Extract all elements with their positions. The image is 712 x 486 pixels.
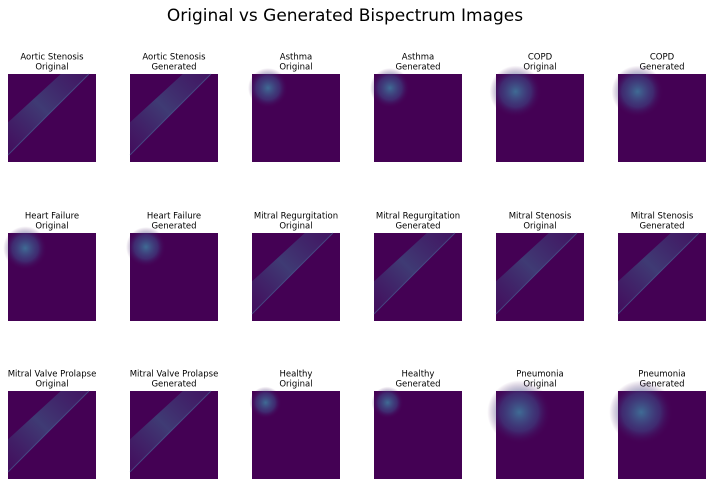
- image-texture: [7, 73, 90, 156]
- panel-title: Mitral Valve Prolapse: [130, 370, 219, 380]
- bispectrum-image: [617, 232, 706, 321]
- panel-subtitle: Generated: [395, 63, 440, 73]
- panel-subtitle: Original: [523, 63, 556, 73]
- bispectrum-image: [611, 65, 706, 162]
- bispectrum-image: [371, 386, 462, 479]
- panel-title: Mitral Regurgitation: [254, 212, 338, 222]
- panel-title: COPD: [528, 53, 553, 63]
- bispectrum-image: [373, 232, 462, 321]
- image-texture: [489, 65, 542, 118]
- bispectrum-image: [126, 227, 218, 321]
- bispectrum-image: [7, 73, 96, 162]
- panel-title: Asthma: [280, 53, 312, 63]
- panel-subtitle: Original: [523, 222, 556, 232]
- panel-subtitle: Original: [279, 222, 312, 232]
- image-texture: [126, 227, 166, 267]
- bispectrum-image: [489, 65, 584, 162]
- image-texture: [251, 232, 334, 315]
- image-texture: [495, 232, 578, 315]
- panel-title: Mitral Stenosis: [509, 212, 572, 222]
- bispectrum-image: [249, 386, 340, 479]
- panel-subtitle: Original: [35, 380, 68, 390]
- panel-title: Asthma: [402, 53, 434, 63]
- panel-subtitle: Original: [279, 380, 312, 390]
- bispectrum-image: [370, 68, 462, 162]
- image-texture: [129, 390, 212, 473]
- panel-title: Healthy: [280, 370, 313, 380]
- panel-title: Aortic Stenosis: [20, 53, 84, 63]
- bispectrum-image: [3, 226, 96, 321]
- panel-subtitle: Original: [35, 63, 68, 73]
- image-texture: [487, 380, 552, 445]
- panel-title: COPD: [650, 53, 675, 63]
- image-texture: [249, 386, 282, 419]
- bispectrum-image: [129, 73, 218, 162]
- bispectrum-image: [609, 380, 706, 479]
- image-texture: [373, 232, 456, 315]
- panel-subtitle: Generated: [639, 222, 684, 232]
- panel-subtitle: Generated: [151, 63, 196, 73]
- panel-subtitle: Original: [35, 222, 68, 232]
- panel-subtitle: Generated: [639, 63, 684, 73]
- panel-subtitle: Generated: [395, 222, 440, 232]
- bispectrum-image: [495, 232, 584, 321]
- panel-title: Healthy: [402, 370, 435, 380]
- bispectrum-image: [251, 232, 340, 321]
- panel-subtitle: Generated: [639, 380, 684, 390]
- panel-subtitle: Generated: [151, 380, 196, 390]
- figure-title: Original vs Generated Bispectrum Images: [167, 6, 523, 26]
- bispectrum-image: [7, 390, 96, 479]
- panel-title: Aortic Stenosis: [142, 53, 206, 63]
- panel-subtitle: Original: [523, 380, 556, 390]
- panel-title: Mitral Valve Prolapse: [8, 370, 97, 380]
- panel-subtitle: Generated: [395, 380, 440, 390]
- panel-subtitle: Generated: [151, 222, 196, 232]
- image-texture: [617, 232, 700, 315]
- bispectrum-image: [487, 380, 584, 479]
- panel-title: Pneumonia: [638, 370, 685, 380]
- panel-title: Pneumonia: [516, 370, 563, 380]
- panel-title: Mitral Regurgitation: [376, 212, 460, 222]
- panel-subtitle: Original: [279, 63, 312, 73]
- image-texture: [611, 65, 664, 118]
- panel-title: Mitral Stenosis: [631, 212, 694, 222]
- bispectrum-image: [129, 390, 218, 479]
- panel-title: Heart Failure: [25, 212, 79, 222]
- image-texture: [129, 73, 212, 156]
- image-texture: [371, 386, 404, 419]
- image-texture: [370, 68, 410, 108]
- image-texture: [3, 226, 48, 271]
- bispectrum-image: [248, 68, 340, 162]
- image-texture: [248, 68, 288, 108]
- image-texture: [7, 390, 90, 473]
- panel-title: Heart Failure: [147, 212, 201, 222]
- image-texture: [609, 380, 674, 445]
